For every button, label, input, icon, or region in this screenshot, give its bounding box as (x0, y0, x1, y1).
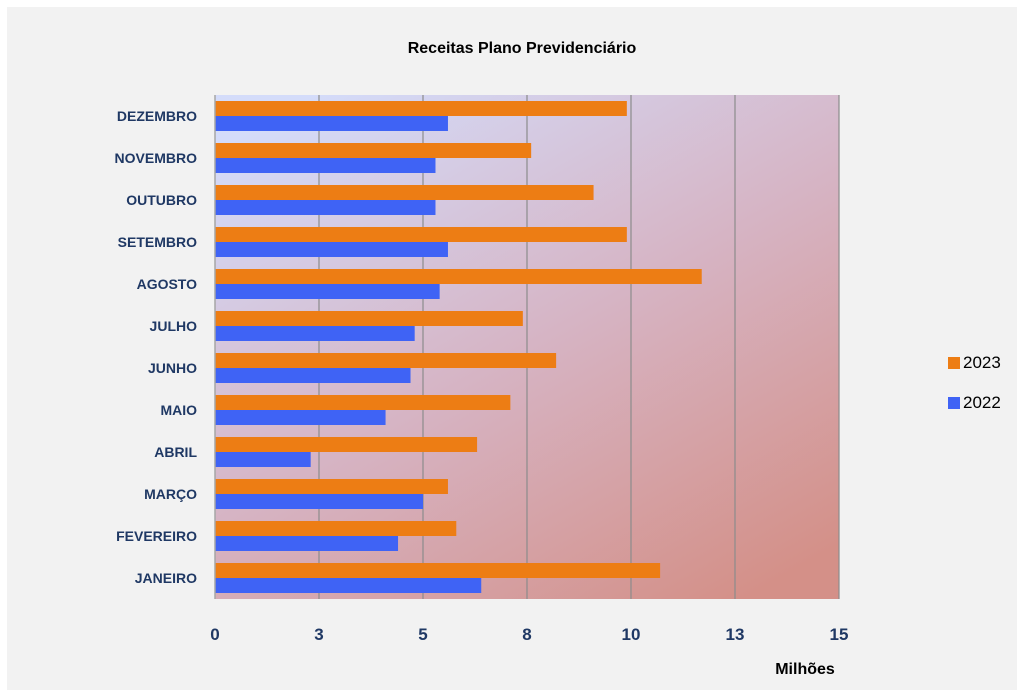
x-tick-label: 10 (622, 625, 641, 644)
category-label: JANEIRO (135, 570, 197, 586)
legend-swatch (948, 357, 960, 369)
category-label: ABRIL (154, 444, 197, 460)
bar-2023 (215, 311, 523, 326)
x-tick-label: 0 (210, 625, 219, 644)
x-tick-label: 3 (314, 625, 323, 644)
x-axis-title: Milhões (775, 661, 835, 678)
chart-title: Receitas Plano Previdenciário (408, 40, 637, 57)
category-label: SETEMBRO (118, 234, 197, 250)
category-label: MAIO (160, 402, 197, 418)
legend-swatch (948, 397, 960, 409)
category-label: NOVEMBRO (115, 150, 198, 166)
x-tick-label: 8 (522, 625, 531, 644)
x-tick-label: 15 (830, 625, 849, 644)
x-tick-label: 13 (726, 625, 745, 644)
bar-2022 (215, 242, 448, 257)
bar-2023 (215, 269, 702, 284)
bar-2023 (215, 101, 627, 116)
legend-label: 2022 (963, 393, 1001, 412)
legend: 2023 2022 (948, 353, 1001, 412)
bar-2023 (215, 353, 557, 368)
bar-2022 (215, 536, 399, 551)
category-label: DEZEMBRO (117, 108, 197, 124)
bar-2023 (215, 437, 478, 452)
chart-frame: Receitas Plano Previdenciário JANEIRO FEV… (7, 7, 1017, 690)
bar-2022 (215, 326, 415, 341)
category-label: OUTUBRO (126, 192, 197, 208)
bar-2023 (215, 185, 594, 200)
category-label: FEVEREIRO (116, 528, 197, 544)
bar-2022 (215, 116, 448, 131)
bar-2022 (215, 158, 436, 173)
bar-2022 (215, 494, 423, 509)
category-label: JUNHO (148, 360, 197, 376)
bar-2022 (215, 578, 482, 593)
category-label: AGOSTO (137, 276, 198, 292)
bar-2022 (215, 410, 386, 425)
bar-2022 (215, 284, 440, 299)
bar-2023 (215, 479, 448, 494)
bar-chart: Receitas Plano Previdenciário JANEIRO FEV… (115, 40, 1001, 678)
bar-2023 (215, 227, 627, 242)
bar-2022 (215, 200, 436, 215)
bar-2022 (215, 368, 411, 383)
category-label: MARÇO (144, 486, 197, 502)
bar-2023 (215, 143, 532, 158)
category-label: JULHO (150, 318, 198, 334)
bar-2022 (215, 452, 311, 467)
bar-2023 (215, 563, 661, 578)
x-tick-label: 5 (418, 625, 427, 644)
bar-2023 (215, 395, 511, 410)
bar-2023 (215, 521, 457, 536)
legend-label: 2023 (963, 353, 1001, 372)
